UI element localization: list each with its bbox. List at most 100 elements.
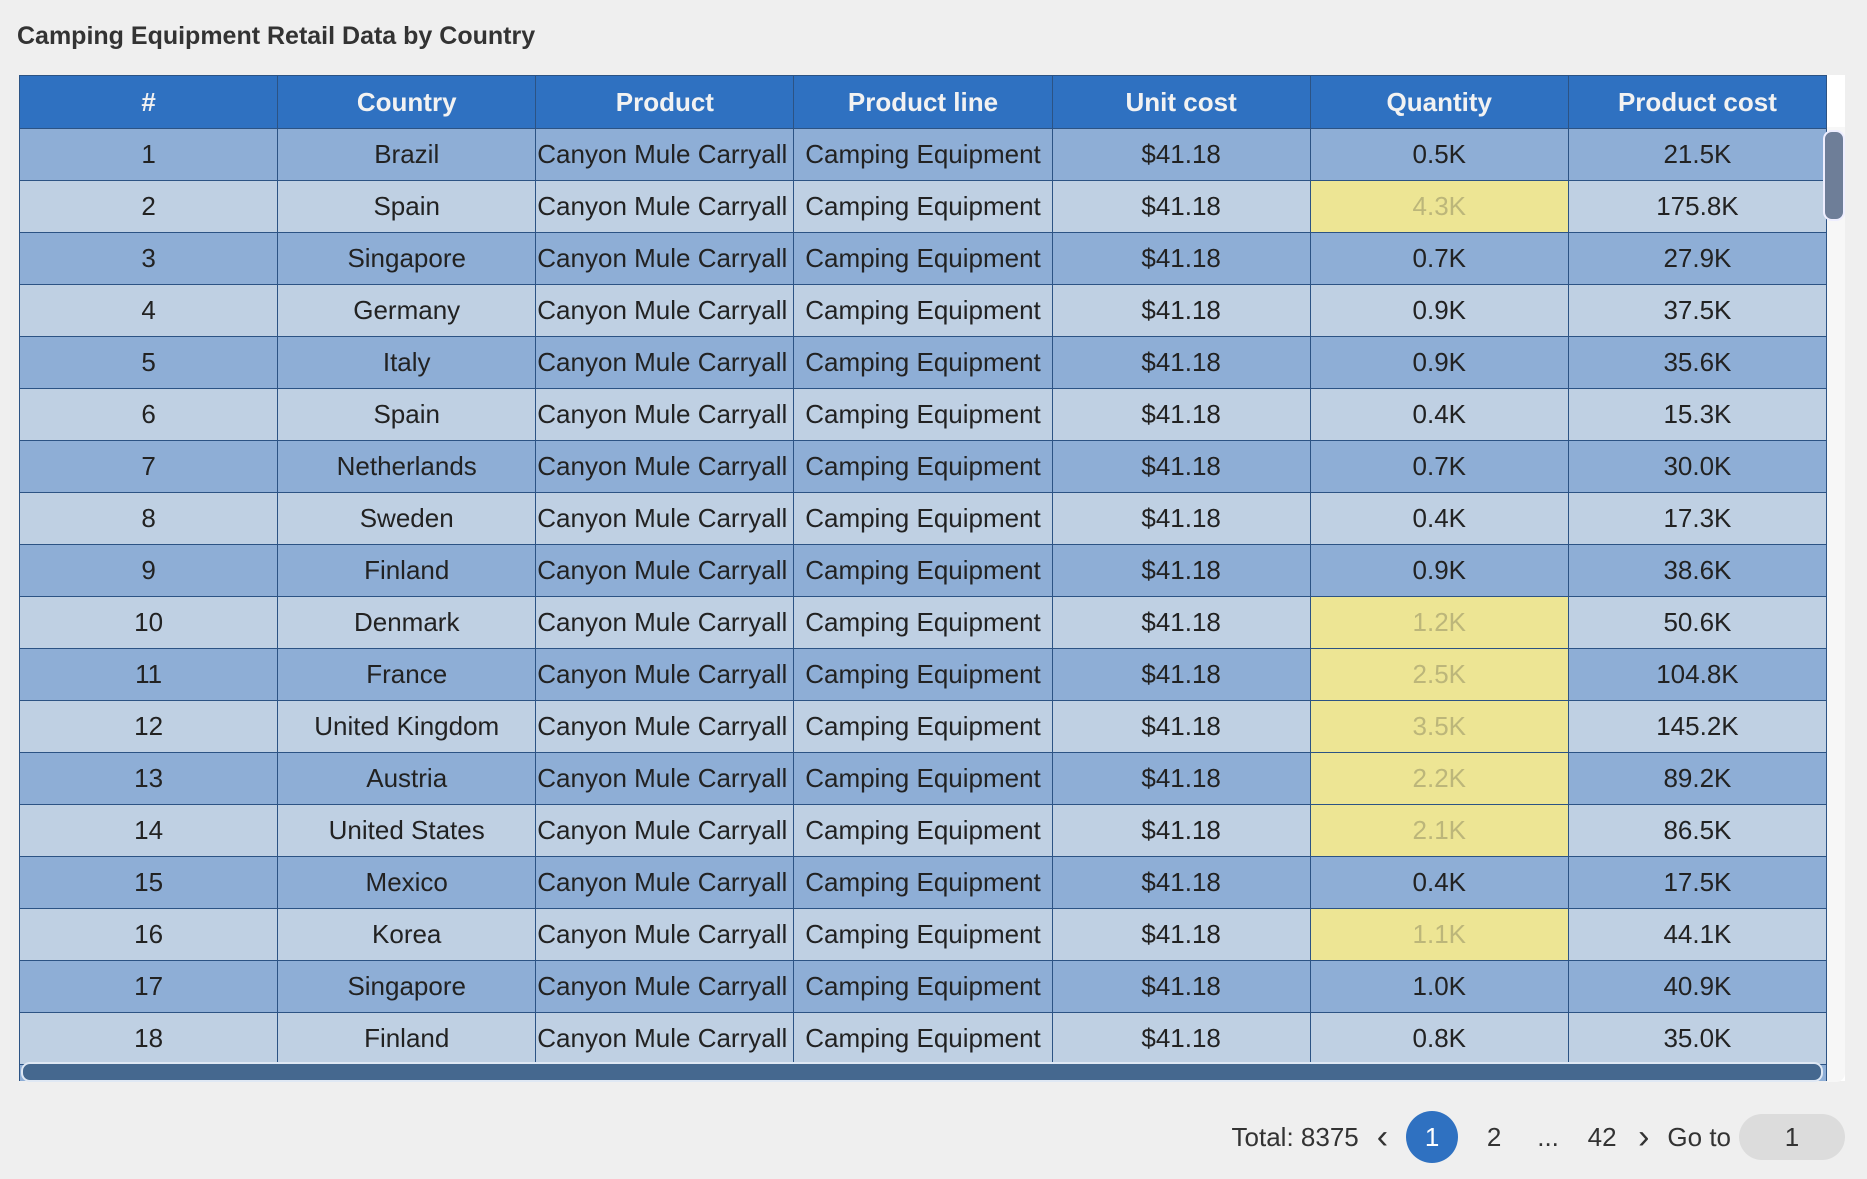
goto-page-input[interactable]: 1 [1739,1114,1845,1160]
table-row[interactable]: 14 United States Canyon Mule Carryall Campi… [19,804,1828,857]
cell-line: Camping Equipment [793,908,1053,961]
vertical-scroll-track[interactable] [1827,127,1845,1082]
column-header[interactable]: Country [277,75,537,129]
cell-n: 10 [19,596,279,649]
table-row[interactable]: 13 Austria Canyon Mule Carryall Camping Equ… [19,752,1828,805]
cell-cost: 17.5K [1567,856,1828,909]
cell-product: Canyon Mule Carryall [535,960,795,1013]
cell-line: Camping Equipment [793,336,1053,389]
column-header[interactable]: Quantity [1309,75,1569,129]
cell-n: 17 [19,960,279,1013]
cell-country: Austria [277,752,537,805]
cell-unit: $41.18 [1051,180,1311,233]
cell-cost: 35.0K [1567,1012,1828,1065]
cell-n: 8 [19,492,279,545]
column-header[interactable]: Product line [793,75,1053,129]
column-header[interactable]: # [19,75,279,129]
table-row[interactable]: 15 Mexico Canyon Mule Carryall Camping Equi… [19,856,1828,909]
cell-product: Canyon Mule Carryall [535,908,795,961]
cell-n: 12 [19,700,279,753]
cell-unit: $41.18 [1051,284,1311,337]
table-row[interactable]: 12 United Kingdom Canyon Mule Carryall Camp… [19,700,1828,753]
cell-line: Camping Equipment [793,856,1053,909]
cell-qty: 0.5K [1309,128,1569,181]
cell-n: 15 [19,856,279,909]
cell-unit: $41.18 [1051,908,1311,961]
page-1-button[interactable]: 1 [1406,1111,1459,1163]
table-row[interactable]: 17 Singapore Canyon Mule Carryall Camping E… [19,960,1828,1013]
cell-line: Camping Equipment [793,648,1053,701]
table-row[interactable]: 2 Spain Canyon Mule Carryall Camping Equipm… [19,180,1828,233]
vertical-scrollbar-thumb[interactable] [1823,130,1845,221]
cell-cost: 17.3K [1567,492,1828,545]
cell-product: Canyon Mule Carryall [535,700,795,753]
cell-n: 5 [19,336,279,389]
cell-n: 9 [19,544,279,597]
cell-unit: $41.18 [1051,388,1311,441]
cell-n: 4 [19,284,279,337]
table-row[interactable]: 3 Singapore Canyon Mule Carryall Camping Eq… [19,232,1828,285]
prev-page-icon[interactable]: ‹ [1376,1117,1389,1156]
cell-line: Camping Equipment [793,544,1053,597]
table-row[interactable]: 18 Finland Canyon Mule Carryall Camping Equ… [19,1012,1828,1065]
horizontal-scrollbar-thumb[interactable] [21,1062,1823,1082]
cell-unit: $41.18 [1051,596,1311,649]
cell-product: Canyon Mule Carryall [535,544,795,597]
cell-country: Singapore [277,232,537,285]
column-header[interactable]: Product [535,75,795,129]
cell-n: 1 [19,128,279,181]
cell-n: 14 [19,804,279,857]
cell-qty: 0.7K [1309,232,1569,285]
cell-line: Camping Equipment [793,232,1053,285]
table-row[interactable]: 8 Sweden Canyon Mule Carryall Camping Equip… [19,492,1828,545]
cell-country: Sweden [277,492,537,545]
cell-product: Canyon Mule Carryall [535,856,795,909]
cell-qty: 0.9K [1309,336,1569,389]
table-row[interactable]: 4 Germany Canyon Mule Carryall Camping Equi… [19,284,1828,337]
cell-country: Germany [277,284,537,337]
cell-n: 2 [19,180,279,233]
cell-n: 18 [19,1012,279,1065]
cell-product: Canyon Mule Carryall [535,648,795,701]
cell-product: Canyon Mule Carryall [535,128,795,181]
cell-country: Denmark [277,596,537,649]
table-row[interactable]: 7 Netherlands Canyon Mule Carryall Camping … [19,440,1828,493]
goto-label: Go to [1667,1121,1731,1152]
cell-country: France [277,648,537,701]
cell-unit: $41.18 [1051,700,1311,753]
page-2-button[interactable]: 2 [1486,1121,1502,1152]
table-row[interactable]: 1 Brazil Canyon Mule Carryall Camping Equip… [19,128,1828,181]
cell-unit: $41.18 [1051,960,1311,1013]
cell-qty: 0.9K [1309,284,1569,337]
table-row[interactable]: 6 Spain Canyon Mule Carryall Camping Equipm… [19,388,1828,441]
cell-unit: $41.18 [1051,128,1311,181]
table-header-row: # Country Product Product line Unit cost Quan… [19,75,1828,129]
cell-country: Spain [277,180,537,233]
cell-unit: $41.18 [1051,648,1311,701]
table-row[interactable]: 5 Italy Canyon Mule Carryall Camping Equipm… [19,336,1828,389]
cell-product: Canyon Mule Carryall [535,492,795,545]
cell-cost: 175.8K [1567,180,1828,233]
page-ellipsis[interactable]: ... [1537,1121,1559,1152]
pagination: Total: 8375 ‹ 1 2 ... 42 › Go to 1 [1214,1111,1845,1163]
table-row[interactable]: 10 Denmark Canyon Mule Carryall Camping Equ… [19,596,1828,649]
column-header[interactable]: Product cost [1567,75,1828,129]
cell-qty: 1.1K [1309,908,1569,961]
next-page-icon[interactable]: › [1638,1117,1650,1156]
cell-qty: 0.7K [1309,440,1569,493]
table-row[interactable]: 11 France Canyon Mule Carryall Camping Equi… [19,648,1828,701]
cell-cost: 50.6K [1567,596,1828,649]
table-row[interactable]: 16 Korea Canyon Mule Carryall Camping Equip… [19,908,1828,961]
cell-n: 11 [19,648,279,701]
cell-unit: $41.18 [1051,232,1311,285]
page-42-button[interactable]: 42 [1587,1121,1617,1152]
cell-unit: $41.18 [1051,1012,1311,1065]
column-header[interactable]: Unit cost [1051,75,1311,129]
cell-unit: $41.18 [1051,492,1311,545]
cell-line: Camping Equipment [793,128,1053,181]
cell-qty: 2.5K [1309,648,1569,701]
total-count: Total: 8375 [1231,1121,1359,1152]
cell-country: Singapore [277,960,537,1013]
cell-product: Canyon Mule Carryall [535,180,795,233]
table-row[interactable]: 9 Finland Canyon Mule Carryall Camping Equi… [19,544,1828,597]
